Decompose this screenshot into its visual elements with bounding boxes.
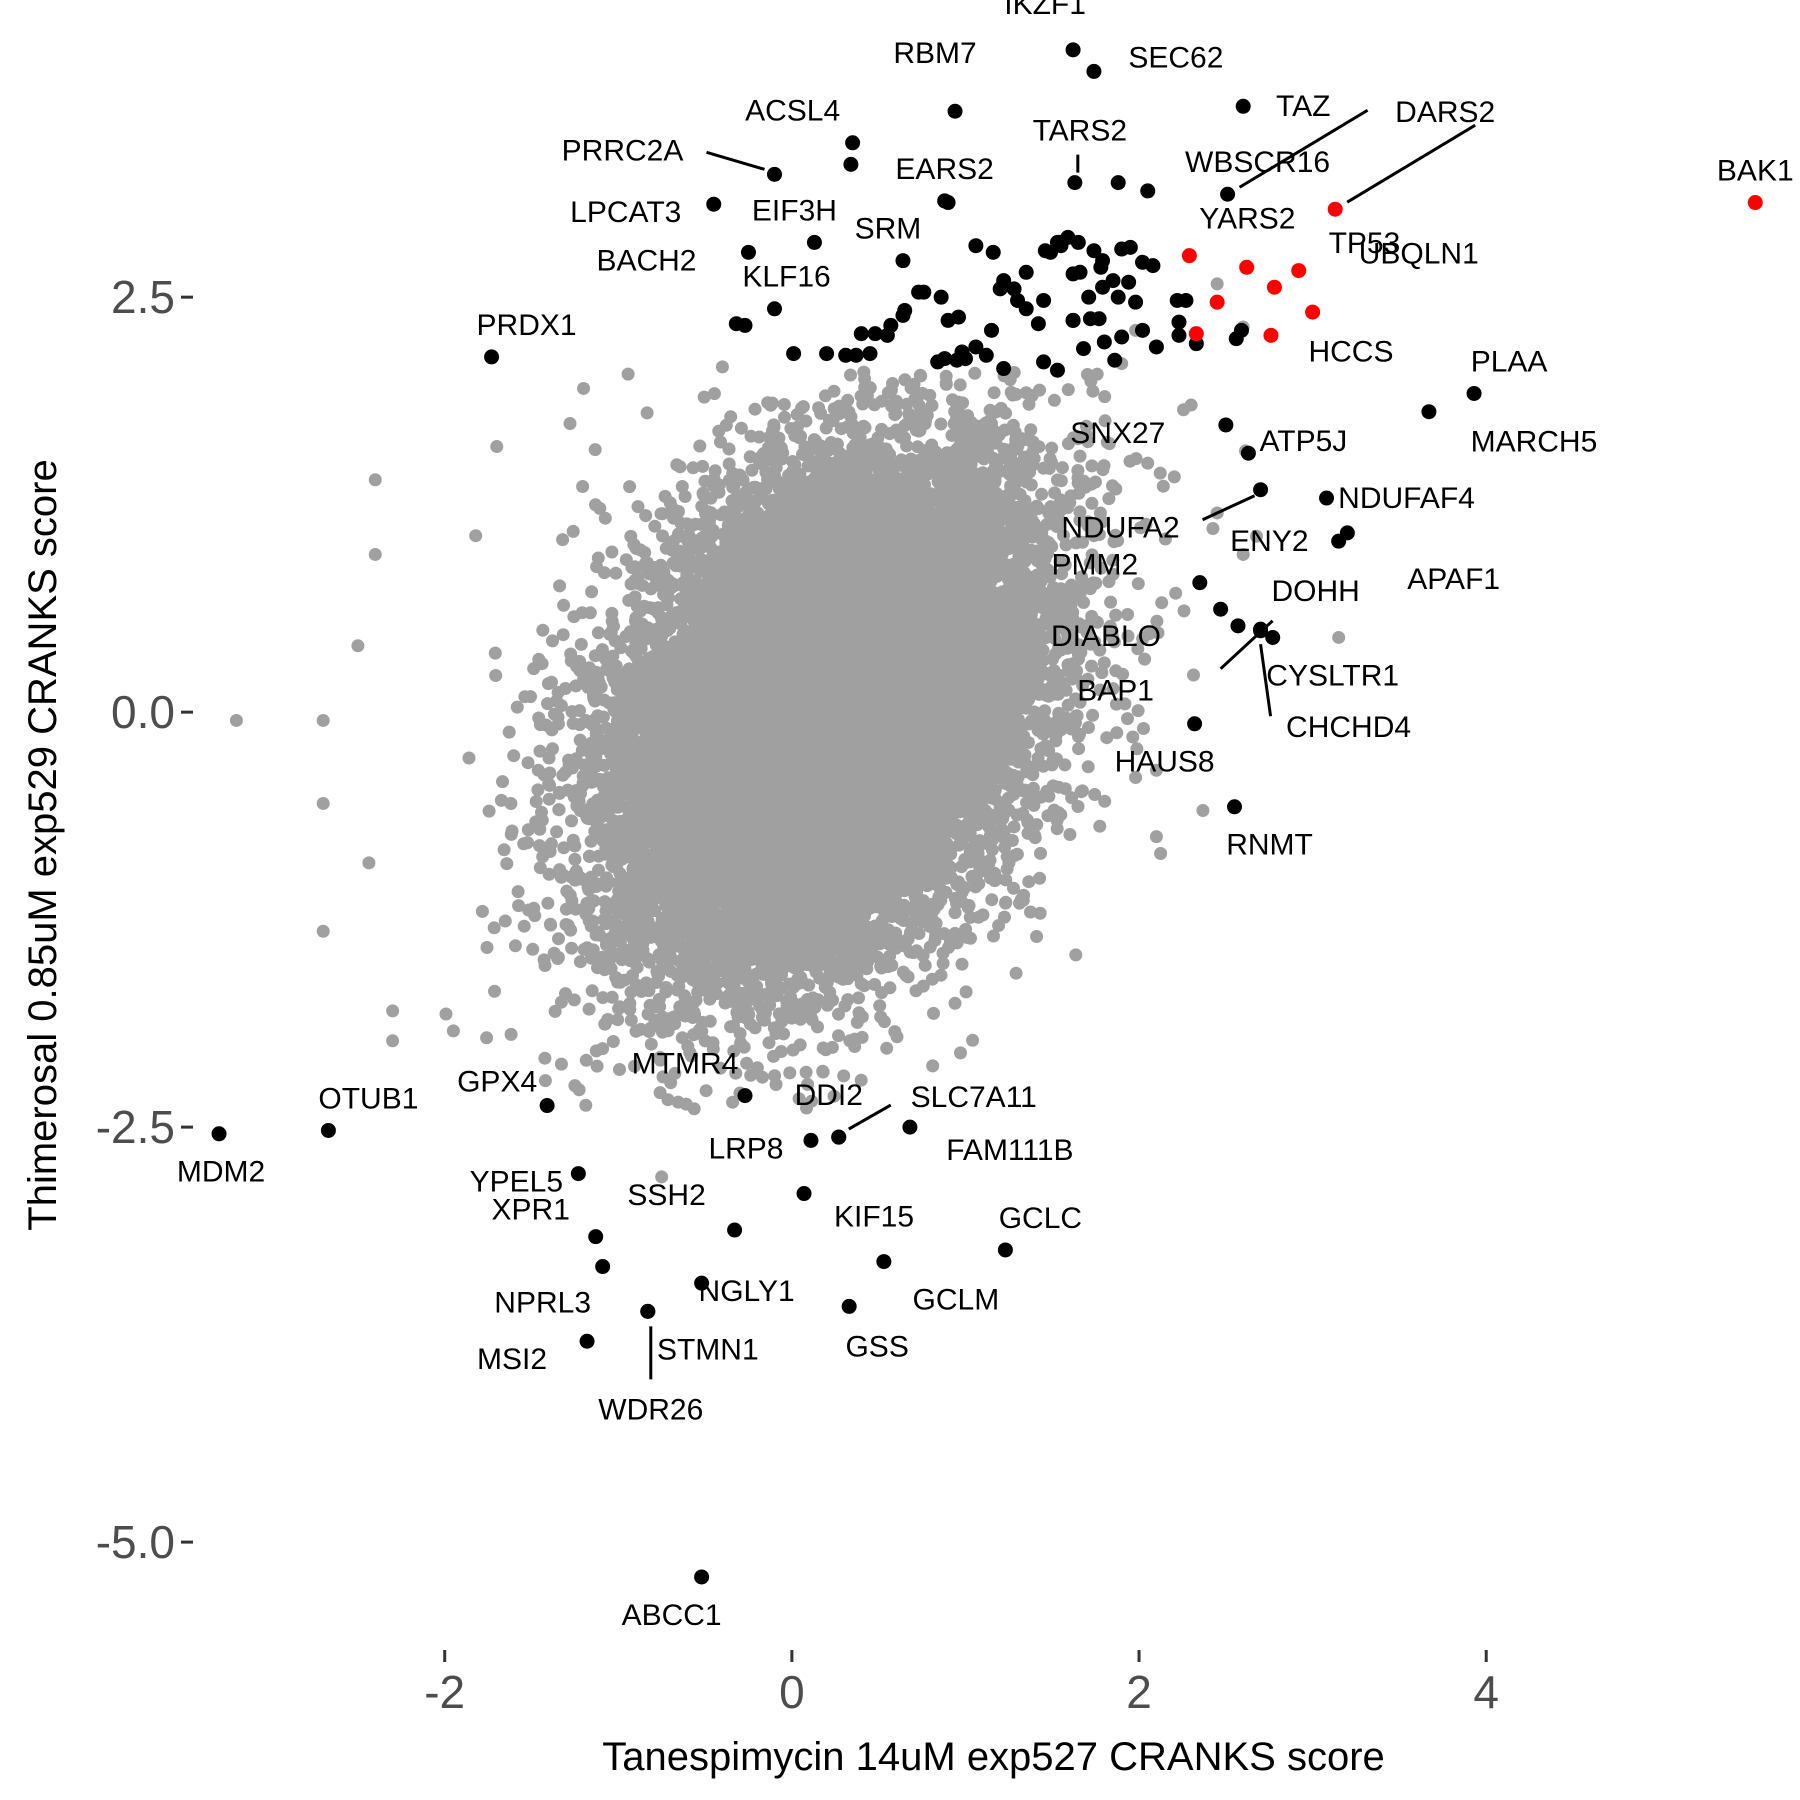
background-point <box>1126 730 1140 744</box>
background-point <box>1137 722 1150 735</box>
background-point <box>521 756 535 770</box>
background-point <box>1106 553 1120 567</box>
background-point <box>511 885 525 899</box>
background-point <box>1121 629 1135 643</box>
background-point <box>639 509 653 523</box>
background-point <box>1026 781 1040 795</box>
background-point <box>624 985 638 999</box>
background-point <box>554 995 568 1009</box>
background-point <box>998 910 1011 924</box>
background-point <box>1043 452 1057 466</box>
background-point <box>584 951 598 965</box>
background-point <box>576 480 590 493</box>
background-point <box>596 1042 610 1056</box>
background-point <box>502 725 516 739</box>
background-point <box>362 856 376 870</box>
background-point <box>799 1065 813 1079</box>
background-point <box>508 939 522 953</box>
background-point <box>745 463 759 477</box>
background-point <box>488 984 501 998</box>
background-point <box>792 1092 806 1106</box>
background-point <box>598 1017 612 1031</box>
background-point <box>818 389 832 403</box>
background-point <box>640 406 654 420</box>
background-point <box>541 896 555 910</box>
background-point <box>554 1057 568 1071</box>
background-point <box>538 1074 552 1088</box>
background-point <box>734 421 748 435</box>
background-point <box>621 367 635 381</box>
background-point <box>653 1050 667 1064</box>
background-point <box>567 993 581 1007</box>
background-point <box>462 751 476 765</box>
background-point <box>536 623 550 637</box>
background-point <box>623 480 637 494</box>
background-point <box>573 955 587 969</box>
background-point <box>1109 608 1123 622</box>
background-point <box>588 443 602 457</box>
background-point <box>918 958 932 972</box>
background-point <box>556 533 570 547</box>
background-point <box>533 744 547 758</box>
background-point <box>1206 522 1220 535</box>
background-point <box>558 682 572 695</box>
background-point <box>699 1084 713 1098</box>
background-point <box>1093 819 1107 833</box>
background-point <box>832 1029 845 1043</box>
background-point <box>1033 906 1047 920</box>
background-point <box>844 368 857 382</box>
background-point <box>606 1035 620 1048</box>
background-point <box>480 941 494 954</box>
background-point <box>1033 871 1047 885</box>
background-point <box>994 401 1008 415</box>
background-point <box>740 1056 754 1070</box>
background-point <box>611 1013 625 1027</box>
background-point <box>489 669 503 682</box>
background-points <box>229 277 1346 1184</box>
background-point <box>1007 820 1021 834</box>
background-point <box>748 402 762 416</box>
background-point <box>1153 466 1167 480</box>
background-point <box>585 585 599 599</box>
background-point <box>801 1077 815 1091</box>
background-point <box>605 990 619 1004</box>
background-point <box>987 386 1001 400</box>
background-point <box>837 1069 851 1083</box>
background-point <box>498 914 512 928</box>
background-point <box>1047 393 1061 407</box>
background-point <box>598 511 612 525</box>
background-point <box>1085 496 1099 510</box>
background-point <box>1102 492 1116 506</box>
background-point <box>565 941 579 955</box>
background-point <box>1131 642 1145 656</box>
